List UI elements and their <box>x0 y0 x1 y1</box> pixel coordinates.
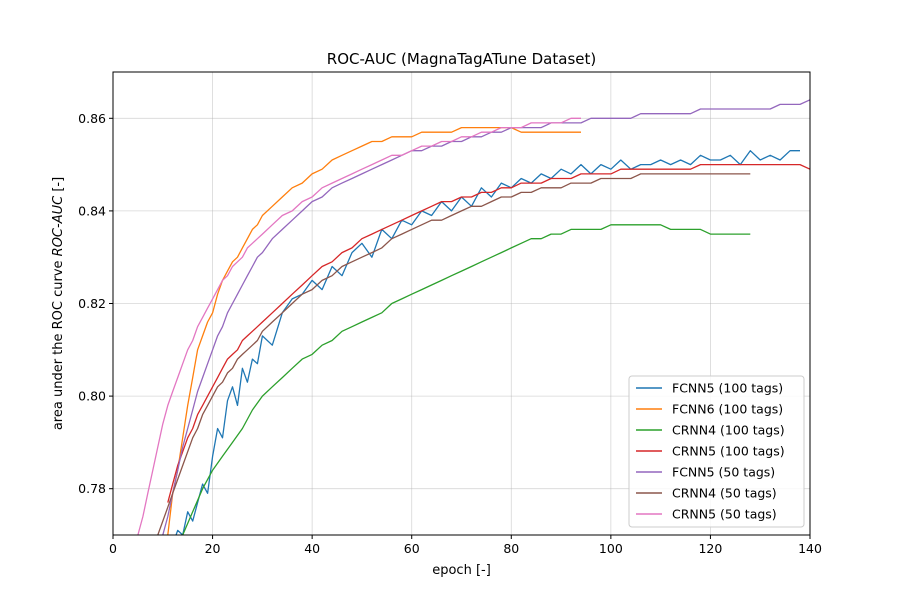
series-line <box>162 99 810 535</box>
y-axis-label-suffix: [-] <box>51 177 66 196</box>
y-axis-label-italic: ROC-AUC <box>51 195 66 256</box>
x-tick-label: 0 <box>109 541 117 556</box>
x-tick-label: 100 <box>599 541 623 556</box>
x-axis-ticks: 0 20 40 60 80 100 120 140 <box>109 535 822 556</box>
legend-frame <box>628 375 805 528</box>
y-axis-label-prefix: area under the ROC curve <box>51 256 66 430</box>
legend-label: CRNN4 (50 tags) <box>672 486 777 501</box>
series-line <box>137 117 581 535</box>
y-tick-label: 0.84 <box>78 203 106 218</box>
chart-title: ROC-AUC (MagnaTagATune Dataset) <box>327 50 596 68</box>
series-line <box>182 224 751 535</box>
series-line <box>167 126 581 535</box>
x-tick-label: 20 <box>205 541 221 556</box>
legend-label: FCNN5 (100 tags) <box>672 381 783 396</box>
y-axis-ticks: 0.78 0.80 0.82 0.84 0.86 <box>78 111 113 496</box>
x-tick-label: 140 <box>798 541 822 556</box>
y-tick-label: 0.82 <box>78 296 106 311</box>
legend-label: CRNN5 (50 tags) <box>672 507 777 522</box>
series-line <box>175 150 800 535</box>
x-tick-label: 120 <box>698 541 722 556</box>
y-tick-label: 0.86 <box>78 111 106 126</box>
x-tick-label: 40 <box>304 541 320 556</box>
x-tick-label: 80 <box>503 541 519 556</box>
legend: FCNN5 (100 tags) FCNN6 (100 tags) CRNN4 (1… <box>628 375 805 528</box>
legend-label: FCNN5 (50 tags) <box>672 465 775 480</box>
series-line <box>157 173 751 535</box>
legend-label: CRNN4 (100 tags) <box>672 423 785 438</box>
series-layer <box>137 99 810 535</box>
y-axis-label: area under the ROC curve ROC-AUC [-] <box>51 177 66 430</box>
series-line <box>167 163 810 503</box>
y-tick-label: 0.78 <box>78 481 106 496</box>
legend-label: CRNN5 (100 tags) <box>672 444 785 459</box>
legend-label: FCNN6 (100 tags) <box>672 402 783 417</box>
y-tick-label: 0.80 <box>78 389 106 404</box>
x-axis-label: epoch [-] <box>432 563 491 578</box>
x-tick-label: 60 <box>404 541 420 556</box>
